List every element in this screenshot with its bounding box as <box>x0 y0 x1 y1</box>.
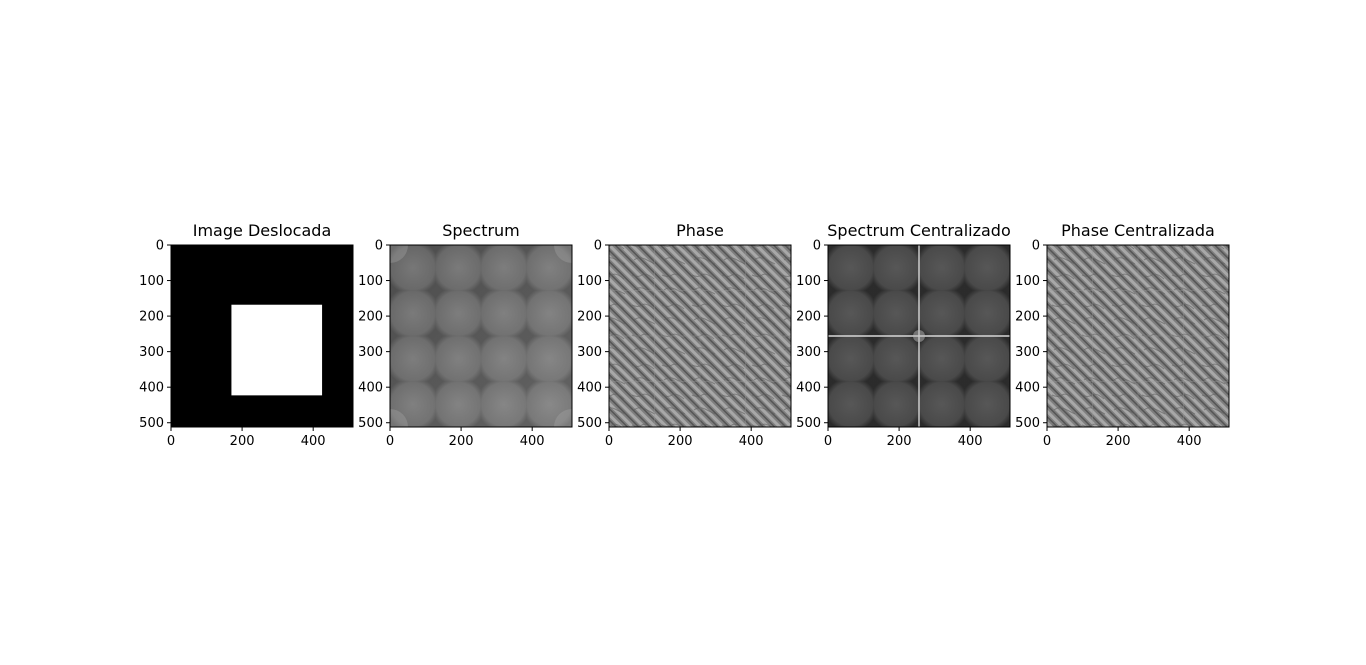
panel-title: Phase <box>676 221 724 240</box>
image-content <box>390 245 572 427</box>
y-tick-label: 300 <box>139 345 164 360</box>
x-tick-label: 200 <box>887 434 912 449</box>
x-tick-label: 400 <box>958 434 983 449</box>
panel-5: Phase Centralizada 0 200 400 0 100 200 300 400 50… <box>1015 221 1230 449</box>
image-content <box>1047 245 1229 427</box>
y-tick-label: 100 <box>139 274 164 289</box>
x-tick-label: 400 <box>520 434 545 449</box>
panel-title: Phase Centralizada <box>1061 221 1215 240</box>
image-content <box>828 245 1010 427</box>
x-tick-label: 0 <box>1043 434 1051 449</box>
x-tick-label: 0 <box>386 434 394 449</box>
panel-4: Spectrum Centralizado 0 200 400 0 100 200 300 40… <box>796 221 1011 449</box>
y-tick-label: 500 <box>358 416 383 431</box>
y-tick-label: 400 <box>1015 381 1040 396</box>
axes-frame <box>608 244 792 428</box>
x-tick-label: 400 <box>739 434 764 449</box>
y-tick-label: 500 <box>139 416 164 431</box>
x-tick-label: 200 <box>449 434 474 449</box>
x-tick-label: 200 <box>1106 434 1131 449</box>
y-tick-label: 200 <box>1015 310 1040 325</box>
x-tick-label: 200 <box>668 434 693 449</box>
x-tick-label: 400 <box>1177 434 1202 449</box>
y-tick-label: 200 <box>358 310 383 325</box>
y-tick-label: 500 <box>796 416 821 431</box>
x-tick-label: 200 <box>230 434 255 449</box>
axes-frame <box>170 244 354 428</box>
y-tick-label: 0 <box>156 239 164 254</box>
axes-frame <box>389 244 573 428</box>
x-tick-label: 0 <box>824 434 832 449</box>
y-tick-label: 100 <box>796 274 821 289</box>
x-tick-label: 0 <box>605 434 613 449</box>
y-tick-label: 300 <box>577 345 602 360</box>
x-tick-label: 400 <box>301 434 326 449</box>
image-content <box>171 245 353 427</box>
y-tick-label: 500 <box>577 416 602 431</box>
y-tick-label: 0 <box>1032 239 1040 254</box>
axes-frame <box>827 244 1011 428</box>
y-tick-label: 0 <box>375 239 383 254</box>
y-tick-label: 0 <box>594 239 602 254</box>
y-tick-label: 300 <box>1015 345 1040 360</box>
panel-title: Spectrum Centralizado <box>827 221 1010 240</box>
y-tick-label: 400 <box>577 381 602 396</box>
axes-frame <box>1046 244 1230 428</box>
panel-3: Phase 0 200 400 0 100 200 300 400 500 <box>577 221 792 449</box>
panel-title: Image Deslocada <box>193 221 332 240</box>
y-tick-label: 400 <box>139 381 164 396</box>
y-tick-label: 400 <box>796 381 821 396</box>
y-tick-label: 300 <box>796 345 821 360</box>
y-tick-label: 200 <box>796 310 821 325</box>
panel-title: Spectrum <box>442 221 520 240</box>
y-tick-label: 400 <box>358 381 383 396</box>
panel-2: Spectrum 0 200 400 0 100 200 300 400 500 <box>358 221 573 449</box>
y-tick-label: 200 <box>139 310 164 325</box>
y-tick-label: 100 <box>577 274 602 289</box>
y-tick-label: 200 <box>577 310 602 325</box>
y-tick-label: 100 <box>358 274 383 289</box>
y-tick-label: 0 <box>813 239 821 254</box>
y-tick-label: 100 <box>1015 274 1040 289</box>
white-square <box>231 304 323 396</box>
panel-1: Image Deslocada 0 200 400 0 100 200 300 400 500 <box>139 221 354 449</box>
y-tick-label: 300 <box>358 345 383 360</box>
y-tick-label: 500 <box>1015 416 1040 431</box>
x-tick-label: 0 <box>167 434 175 449</box>
image-content <box>609 245 791 427</box>
